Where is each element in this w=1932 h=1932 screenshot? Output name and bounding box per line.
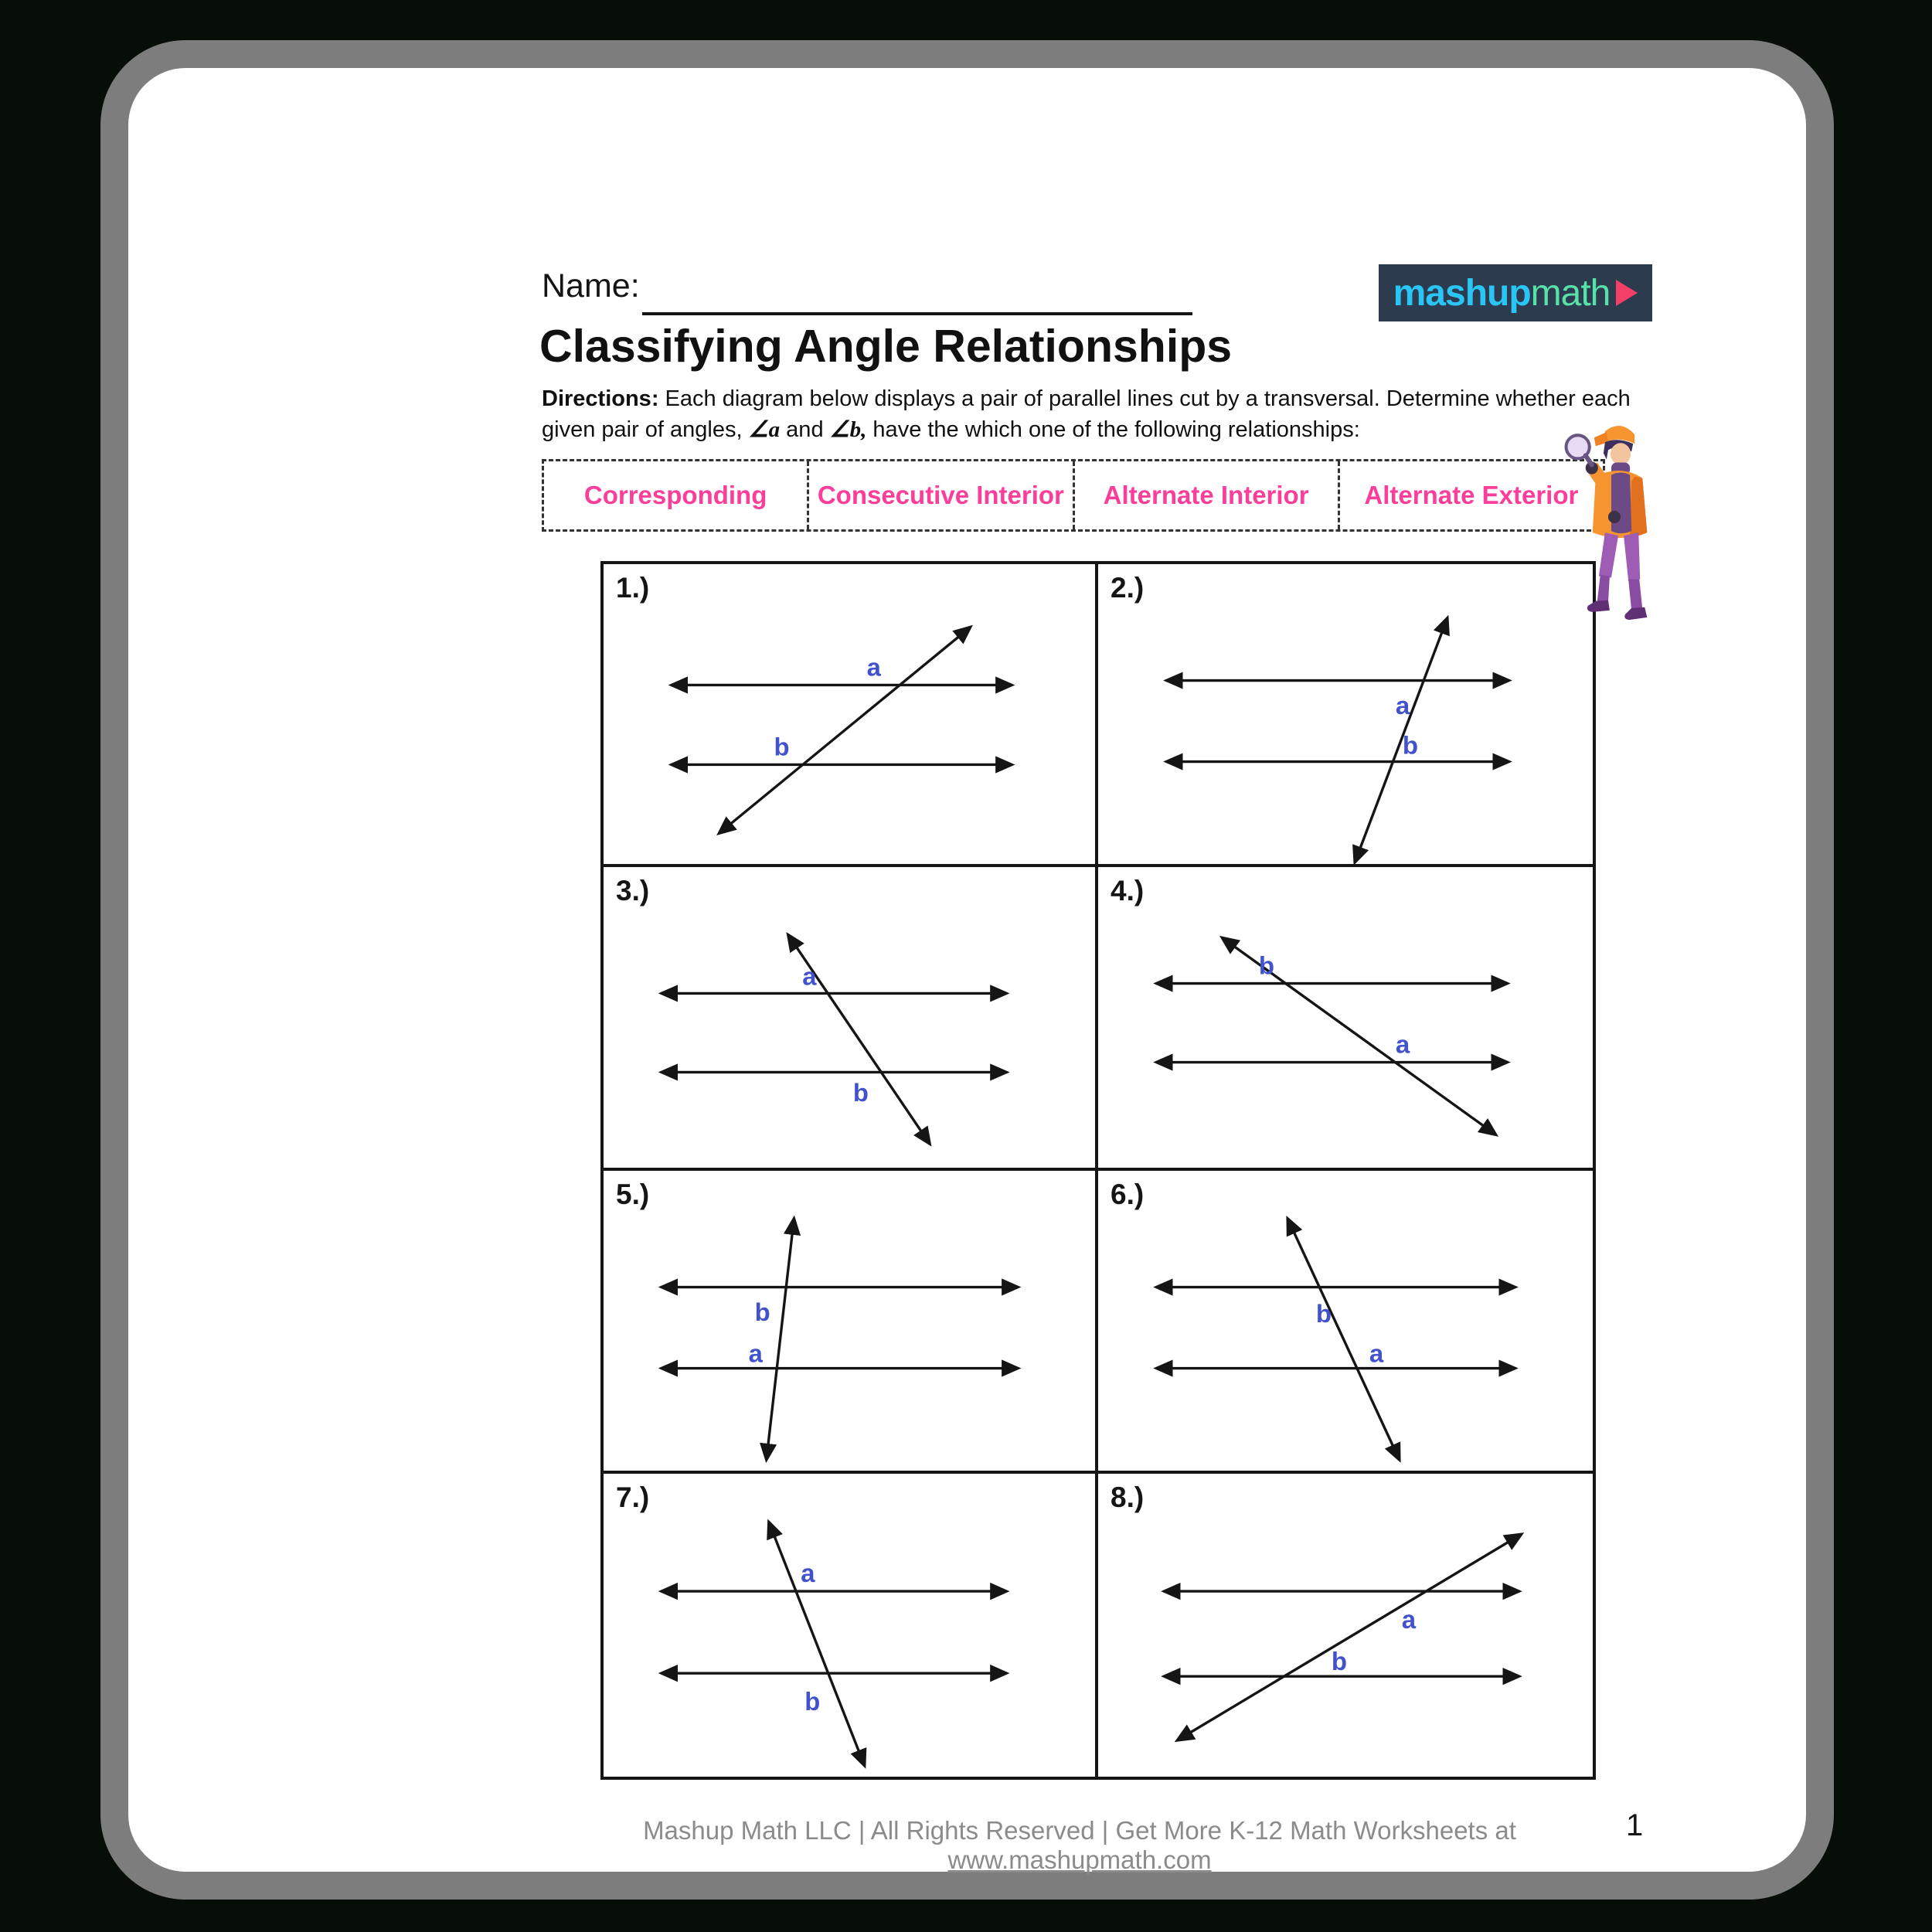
sweater-front xyxy=(1611,472,1632,534)
parallel-lines-diagram-8: a b xyxy=(1161,1532,1525,1742)
parallel-lines-diagram-3: a b xyxy=(658,932,1010,1147)
angle-label-a: a xyxy=(867,653,882,682)
problem-cell-6: 6.) b a xyxy=(1098,1171,1593,1474)
problem-number: 4.) xyxy=(1111,875,1145,907)
transversal-line xyxy=(760,1215,801,1463)
problem-number: 5.) xyxy=(616,1178,650,1210)
parallel-lines-diagram-2: a b xyxy=(1163,614,1512,865)
mashupmath-logo: mashup math xyxy=(1379,264,1652,321)
problem-number: 2.) xyxy=(1111,572,1145,604)
magnifying-glass-lens xyxy=(1564,434,1591,461)
play-triangle-icon xyxy=(1616,280,1638,306)
name-blank-line xyxy=(642,281,1192,315)
angle-label-a: a xyxy=(1396,691,1410,719)
jacket-shade xyxy=(1630,476,1648,538)
transversal-line xyxy=(1352,614,1450,865)
logo-mashup-text: mashup xyxy=(1393,272,1532,314)
problem-number: 1.) xyxy=(616,572,650,604)
problem-number: 8.) xyxy=(1111,1481,1145,1513)
angle-label-b: b xyxy=(1332,1647,1347,1675)
angle-label-a: a xyxy=(1402,1605,1417,1634)
problem-cell-4: 4.) b a xyxy=(1098,867,1593,1171)
angle-label-b: b xyxy=(1259,951,1274,980)
problem-number: 7.) xyxy=(616,1481,650,1513)
pants-right-leg xyxy=(1624,532,1641,581)
directions-text: Directions: Each diagram below displays … xyxy=(542,386,1631,443)
problem-cell-2: 2.) a b xyxy=(1098,564,1593,868)
magnifying-glass-handle xyxy=(1583,453,1594,468)
angle-label-b: b xyxy=(755,1298,770,1326)
problems-grid: 1.) a b 2.) a b xyxy=(600,561,1596,1780)
parallel-lines-diagram-1: a b xyxy=(668,624,1015,836)
angle-label-b: b xyxy=(774,733,790,761)
problem-cell-8: 8.) a b xyxy=(1098,1474,1593,1777)
angle-label-a: a xyxy=(1396,1030,1410,1059)
transversal-line xyxy=(786,932,932,1147)
glove-left xyxy=(1607,510,1621,524)
transversal-line xyxy=(767,1519,867,1769)
angle-label-b: b xyxy=(804,1687,820,1716)
parallel-lines-diagram-6: b a xyxy=(1153,1215,1519,1463)
problem-number: 3.) xyxy=(616,875,650,907)
angle-a-symbol: ∠a xyxy=(748,417,781,443)
option-alternate-exterior: Alternate Exterior xyxy=(1337,461,1603,529)
angle-label-b: b xyxy=(853,1078,869,1107)
footer-link[interactable]: www.mashupmath.com xyxy=(947,1845,1212,1874)
parallel-lines-diagram-5: b a xyxy=(658,1215,1022,1463)
parallel-lines-diagram-4: b a xyxy=(1153,936,1511,1138)
problem-cell-3: 3.) a b xyxy=(604,867,1098,1171)
transversal-line xyxy=(716,624,973,836)
pants-left-leg xyxy=(1598,532,1619,578)
logo-math-text: math xyxy=(1530,272,1611,314)
angle-b-symbol: ∠b, xyxy=(829,417,867,443)
angle-label-a: a xyxy=(749,1338,764,1367)
option-alternate-interior: Alternate Interior xyxy=(1072,461,1338,529)
angle-label-a: a xyxy=(802,962,817,991)
footer-text: Mashup Math LLC | All Rights Reserved | … xyxy=(643,1816,1516,1845)
face xyxy=(1610,443,1631,465)
directions-label: Directions: xyxy=(542,386,659,411)
angle-label-a: a xyxy=(1369,1338,1384,1367)
shin-right xyxy=(1628,579,1643,611)
glove-right xyxy=(1585,461,1598,474)
angle-label-b: b xyxy=(1316,1299,1332,1328)
problem-cell-7: 7.) a b xyxy=(604,1473,1098,1777)
worksheet-title: Classifying Angle Relationships xyxy=(539,321,1233,372)
problem-number: 6.) xyxy=(1111,1178,1145,1210)
worksheet-card: Name: mashup math Classifying Angle Relat… xyxy=(100,40,1834,1900)
cap-crown xyxy=(1604,425,1635,444)
detective-character-illustration xyxy=(1564,425,1648,620)
transversal-line xyxy=(1286,1215,1401,1463)
transversal-line xyxy=(1219,936,1499,1138)
name-label: Name: xyxy=(542,267,640,304)
answer-options-bank: Corresponding Consecutive Interior Alter… xyxy=(542,459,1605,532)
footer: Mashup Math LLC | All Rights Reserved | … xyxy=(546,1816,1613,1875)
problem-cell-5: 5.) b a xyxy=(604,1170,1098,1474)
parallel-lines-diagram-7: a b xyxy=(658,1519,1010,1769)
boot-right xyxy=(1624,607,1648,620)
transversal-line xyxy=(1174,1532,1525,1742)
problem-cell-1: 1.) a b xyxy=(604,564,1098,868)
option-consecutive-interior: Consecutive Interior xyxy=(807,461,1072,529)
angle-label-b: b xyxy=(1403,731,1418,760)
boot-left xyxy=(1587,600,1610,612)
shin-left xyxy=(1597,574,1610,603)
page-number: 1 xyxy=(1626,1808,1644,1842)
angle-label-a: a xyxy=(801,1559,815,1587)
option-corresponding: Corresponding xyxy=(583,481,767,509)
cap-brim xyxy=(1594,432,1608,447)
